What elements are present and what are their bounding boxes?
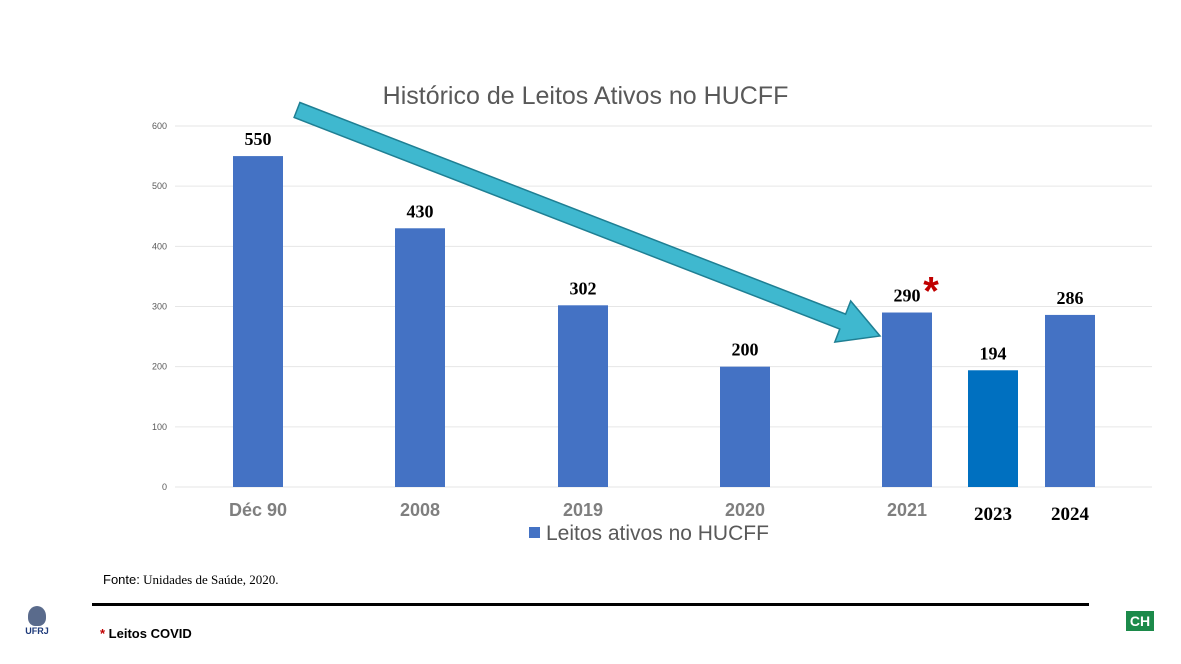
divider xyxy=(92,603,1089,606)
covid-asterisk: * xyxy=(923,270,939,314)
data-label: 200 xyxy=(732,340,759,360)
data-label: 286 xyxy=(1057,288,1084,308)
y-tick-label: 0 xyxy=(162,482,167,492)
y-tick-label: 300 xyxy=(152,302,167,312)
ufrj-logo: UFRJ xyxy=(22,606,52,636)
y-tick-label: 200 xyxy=(152,362,167,372)
legend-label: Leitos ativos no HUCFF xyxy=(546,522,769,545)
bar xyxy=(233,156,283,488)
bar xyxy=(558,305,608,487)
chart-title: Histórico de Leitos Ativos no HUCFF xyxy=(382,82,789,110)
x-tick-label: 2019 xyxy=(563,500,603,520)
x-tick-label: 2023 xyxy=(974,504,1012,525)
ch-logo: CH xyxy=(1126,611,1154,631)
x-tick-label: 2021 xyxy=(887,500,927,520)
data-label: 302 xyxy=(570,278,597,298)
bar xyxy=(720,366,770,487)
bar xyxy=(882,312,932,487)
x-tick-label: 2020 xyxy=(725,500,765,520)
y-tick-label: 400 xyxy=(152,241,167,251)
data-label: 550 xyxy=(245,129,272,149)
x-tick-label: Déc 90 xyxy=(229,500,287,520)
data-label: 430 xyxy=(407,201,434,221)
source-note: Fonte: Unidades de Saúde, 2020. xyxy=(103,572,279,587)
y-tick-label: 600 xyxy=(152,121,167,131)
y-tick-label: 500 xyxy=(152,181,167,191)
bar xyxy=(395,228,445,488)
x-tick-label: 2024 xyxy=(1051,504,1090,525)
bar xyxy=(968,370,1018,487)
trend-arrow xyxy=(293,101,882,344)
covid-footnote: * Leitos COVID xyxy=(100,626,192,641)
y-tick-label: 100 xyxy=(152,422,167,432)
x-tick-label: 2008 xyxy=(400,500,440,520)
data-label: 194 xyxy=(980,343,1007,363)
legend-swatch xyxy=(529,527,540,538)
data-label: 290 xyxy=(894,286,921,306)
bar xyxy=(1045,314,1095,487)
